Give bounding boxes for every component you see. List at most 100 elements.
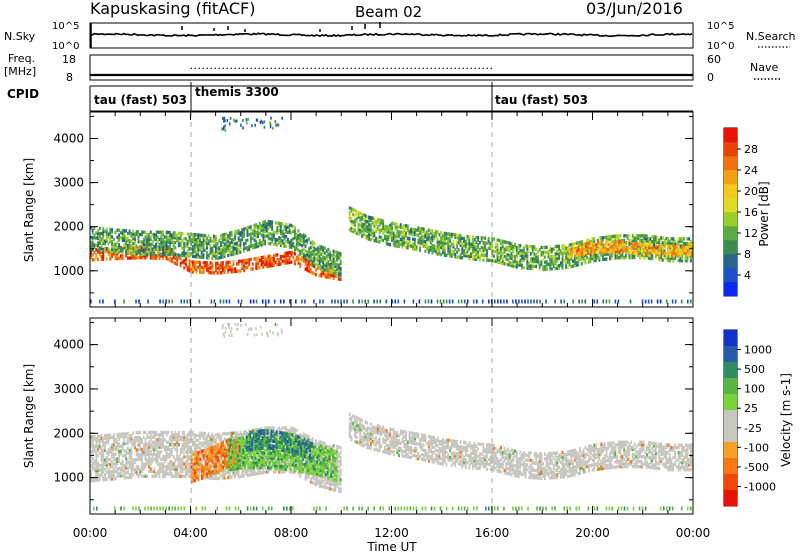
scatter-cell	[361, 212, 363, 216]
scatter-cell	[135, 232, 138, 236]
scatter-cell	[295, 235, 298, 239]
scatter-cell	[297, 454, 300, 458]
scatter-cell	[155, 452, 157, 457]
scatter-cell	[540, 250, 543, 255]
scatter-cell	[690, 253, 693, 257]
scatter-cell	[163, 430, 166, 435]
scatter-cell	[186, 232, 189, 236]
scatter-cell	[459, 243, 462, 247]
scatter-cell	[466, 254, 469, 258]
scatter-cell	[607, 252, 610, 256]
scatter-cell	[130, 458, 133, 462]
scatter-cell	[491, 258, 494, 263]
scatter-cell	[98, 463, 101, 468]
scatter-cell	[500, 241, 502, 246]
scatter-cell	[384, 234, 386, 238]
scatter-cell	[308, 269, 310, 273]
scatter-cell	[663, 241, 666, 245]
scatter-cell	[237, 229, 240, 233]
scatter-cell	[213, 471, 215, 476]
scatter-cell	[250, 227, 252, 231]
scatter-cell	[126, 246, 129, 250]
scatter-cell	[93, 243, 96, 247]
scatter-cell	[167, 240, 170, 244]
scatter-cell	[295, 258, 298, 262]
scatter-cell	[609, 237, 611, 241]
scatter-cell	[521, 251, 523, 255]
scatter-cell	[214, 261, 217, 265]
scatter-cell	[609, 235, 611, 239]
scatter-cell	[311, 252, 314, 256]
scatter-cell	[244, 432, 247, 436]
scatter-cell	[436, 244, 439, 249]
scatter-cell	[316, 246, 319, 250]
scatter-cell	[549, 255, 552, 259]
scatter-cell	[149, 245, 152, 249]
scatter-cell	[535, 259, 538, 264]
scatter-cell	[369, 228, 372, 232]
scatter-cell	[292, 237, 295, 241]
scatter-cell	[137, 431, 140, 435]
scatter-cell	[265, 257, 268, 261]
scatter-cell	[223, 247, 226, 251]
scatter-cell	[544, 260, 546, 264]
scatter-cell	[288, 428, 291, 433]
scatter-cell	[91, 457, 94, 461]
scatter-cell	[473, 257, 476, 261]
scatter-cell	[556, 264, 559, 268]
scatter-cell	[135, 252, 138, 256]
scatter-cell	[209, 469, 212, 473]
scatter-cell	[118, 228, 120, 232]
scatter-cell	[206, 437, 208, 441]
scatter-cell	[475, 250, 478, 254]
scatter-cell	[119, 444, 122, 449]
scatter-cell	[533, 299, 535, 304]
scatter-cell	[603, 257, 606, 261]
scatter-cell	[223, 116, 226, 120]
scatter-cell	[262, 262, 265, 267]
scatter-cell	[97, 449, 99, 453]
scatter-cell	[431, 248, 434, 253]
scatter-cell	[577, 246, 580, 250]
scatter-cell	[466, 299, 469, 304]
scatter-cell	[244, 430, 247, 434]
scatter-cell	[623, 234, 626, 238]
scatter-cell	[471, 235, 474, 239]
scatter-cell	[450, 232, 453, 237]
scatter-cell	[505, 240, 508, 245]
scatter-cell	[149, 237, 152, 242]
scatter-cell	[608, 299, 611, 304]
scatter-cell	[181, 474, 184, 478]
scatter-cell	[221, 250, 224, 254]
scatter-cell	[510, 263, 513, 268]
scatter-cell	[623, 238, 626, 243]
scatter-cell	[371, 221, 374, 225]
scatter-cell	[457, 299, 460, 304]
scatter-cell	[279, 433, 282, 437]
scatter-cell	[139, 467, 142, 471]
scatter-cell	[354, 223, 356, 227]
power-colorbar-tick-label: 16	[744, 206, 758, 219]
scatter-cell	[505, 252, 508, 257]
scatter-cell	[111, 249, 113, 254]
scatter-cell	[366, 224, 369, 229]
scatter-cell	[427, 245, 430, 249]
scatter-cell	[220, 248, 222, 252]
scatter-cell	[105, 229, 108, 234]
scatter-cell	[185, 254, 187, 258]
nsky-series-line	[89, 32, 693, 38]
scatter-cell	[470, 254, 472, 259]
scatter-cell	[487, 236, 490, 241]
scatter-cell	[91, 435, 94, 439]
scatter-cell	[126, 470, 129, 475]
scatter-cell	[109, 462, 112, 467]
scatter-cell	[188, 254, 191, 258]
scatter-cell	[102, 257, 105, 261]
scatter-cell	[419, 248, 421, 252]
scatter-cell	[398, 244, 400, 249]
scatter-cell	[163, 254, 166, 258]
scatter-cell	[271, 462, 274, 467]
scatter-cell	[281, 453, 284, 457]
scatter-cell	[221, 252, 224, 257]
scatter-cell	[512, 259, 515, 263]
